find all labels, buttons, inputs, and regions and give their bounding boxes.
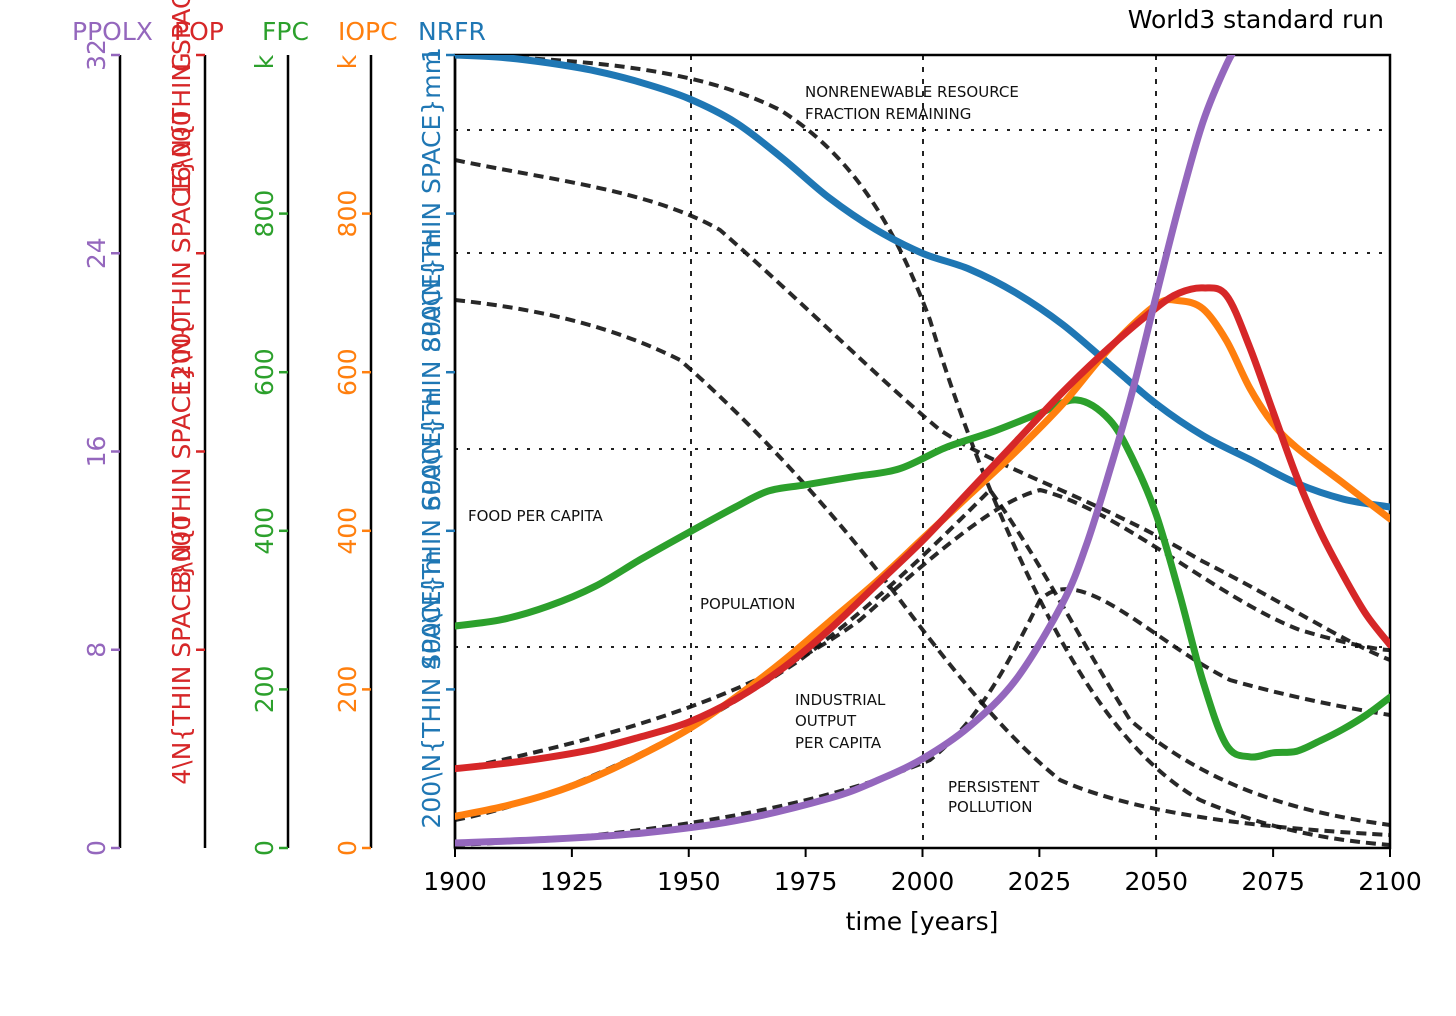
scan-curve <box>455 55 1390 847</box>
axis-tick-label: 0 <box>333 840 362 856</box>
scan-annotation: POLLUTION <box>948 798 1032 816</box>
x-tick-label: 1975 <box>774 867 838 896</box>
scan-curve <box>455 487 1390 772</box>
x-tick-label: 1925 <box>540 867 604 896</box>
scan-curve <box>455 158 1390 662</box>
axis-tick-label: 600 <box>250 348 279 396</box>
x-tick-label: 2000 <box>891 867 955 896</box>
scan-annotation: PERSISTENT <box>948 778 1040 796</box>
axis-unit-label: k <box>333 54 362 69</box>
x-tick-label: 1950 <box>657 867 721 896</box>
x-tick-label: 1900 <box>423 867 487 896</box>
axis-unit-label: k <box>250 54 279 69</box>
axis-tick-label: 0 <box>250 840 279 856</box>
axis-tick-label: 800 <box>250 190 279 238</box>
axis-tick-label: 24 <box>82 237 111 269</box>
x-tick-label: 2075 <box>1241 867 1305 896</box>
axis-unit-label: m <box>417 50 446 74</box>
scan-curve <box>455 298 1390 837</box>
axis-tick-label: 400 <box>333 507 362 555</box>
axis-tick-label: 800 <box>333 190 362 238</box>
legend-ppolx: PPOLX <box>72 17 153 46</box>
x-tick-label: 2050 <box>1124 867 1188 896</box>
axis-tick-label: 600\N{THIN SPACE}m <box>417 233 446 511</box>
axis-tick-label: 200 <box>250 666 279 714</box>
series-line-nrfr <box>455 55 1390 511</box>
series-line-pop <box>455 284 1390 773</box>
series-lines <box>455 55 1390 847</box>
x-tick-label: 2025 <box>1008 867 1072 896</box>
x-tick-label: 2100 <box>1358 867 1422 896</box>
legend-nrfr: NRFR <box>418 17 486 46</box>
scan-annotation: POPULATION <box>700 595 795 613</box>
axis-tick-label: 8 <box>82 642 111 658</box>
axis-tick-label: 8\N{THIN SPACE}000 <box>167 317 196 587</box>
axis-tick-label: 0 <box>82 840 111 856</box>
scan-annotation: FRACTION REMAINING <box>805 105 971 123</box>
y-axis-fpc: 0 200 400 600 800 k <box>250 54 290 856</box>
scan-annotation: FOOD PER CAPITA <box>468 507 603 525</box>
legend: PPOLX POP FPC IOPC NRFR <box>72 17 486 46</box>
y-axis-iopc: 0 200 400 600 800 k <box>333 54 373 856</box>
scan-annotation: OUTPUT <box>795 712 857 730</box>
scan-annotation: INDUSTRIAL <box>795 691 886 709</box>
axis-tick-label: 32 <box>82 39 111 71</box>
legend-fpc: FPC <box>262 17 309 46</box>
x-axis-label: time [years] <box>846 907 999 936</box>
axis-tick-label: 1 <box>417 47 446 63</box>
series-line-ppolx <box>455 55 1236 847</box>
axis-tick-label: 600 <box>333 348 362 396</box>
legend-iopc: IOPC <box>338 17 398 46</box>
scan-curve <box>455 587 1390 847</box>
scan-annotation: NONRENEWABLE RESOURCE <box>805 83 1019 101</box>
axis-tick-label: 400 <box>250 507 279 555</box>
x-axis: 1900 1925 1950 1975 2000 2025 2050 2075 2100 <box>423 848 1422 896</box>
axis-tick-label: 800\N{THIN SPACE}m <box>417 74 446 352</box>
axis-unit-label: G <box>167 52 196 71</box>
background-scan-image: NONRENEWABLE RESOURCE FRACTION REMAINING F… <box>455 55 1390 848</box>
axis-tick-label: 200\N{THIN SPACE}m <box>417 550 446 828</box>
axis-tick-label: 16 <box>82 436 111 468</box>
scan-annotation: PER CAPITA <box>795 734 882 752</box>
legend-pop: POP <box>174 17 224 46</box>
y-axis-ppolx: 0 8 16 24 32 <box>82 39 122 856</box>
axis-tick-label: 400\N{THIN SPACE}m <box>417 392 446 670</box>
chart-title: World3 standard run <box>1128 5 1384 34</box>
axis-tick-label: 12\N{THIN SPACE}000 <box>167 110 196 396</box>
series-line-iopc <box>455 296 1390 820</box>
axis-tick-label: 200 <box>333 666 362 714</box>
axis-tick-label: 16\N{THIN SPACE}000 <box>167 0 196 198</box>
axis-tick-label: 4\N{THIN SPACE}000 <box>167 515 196 785</box>
